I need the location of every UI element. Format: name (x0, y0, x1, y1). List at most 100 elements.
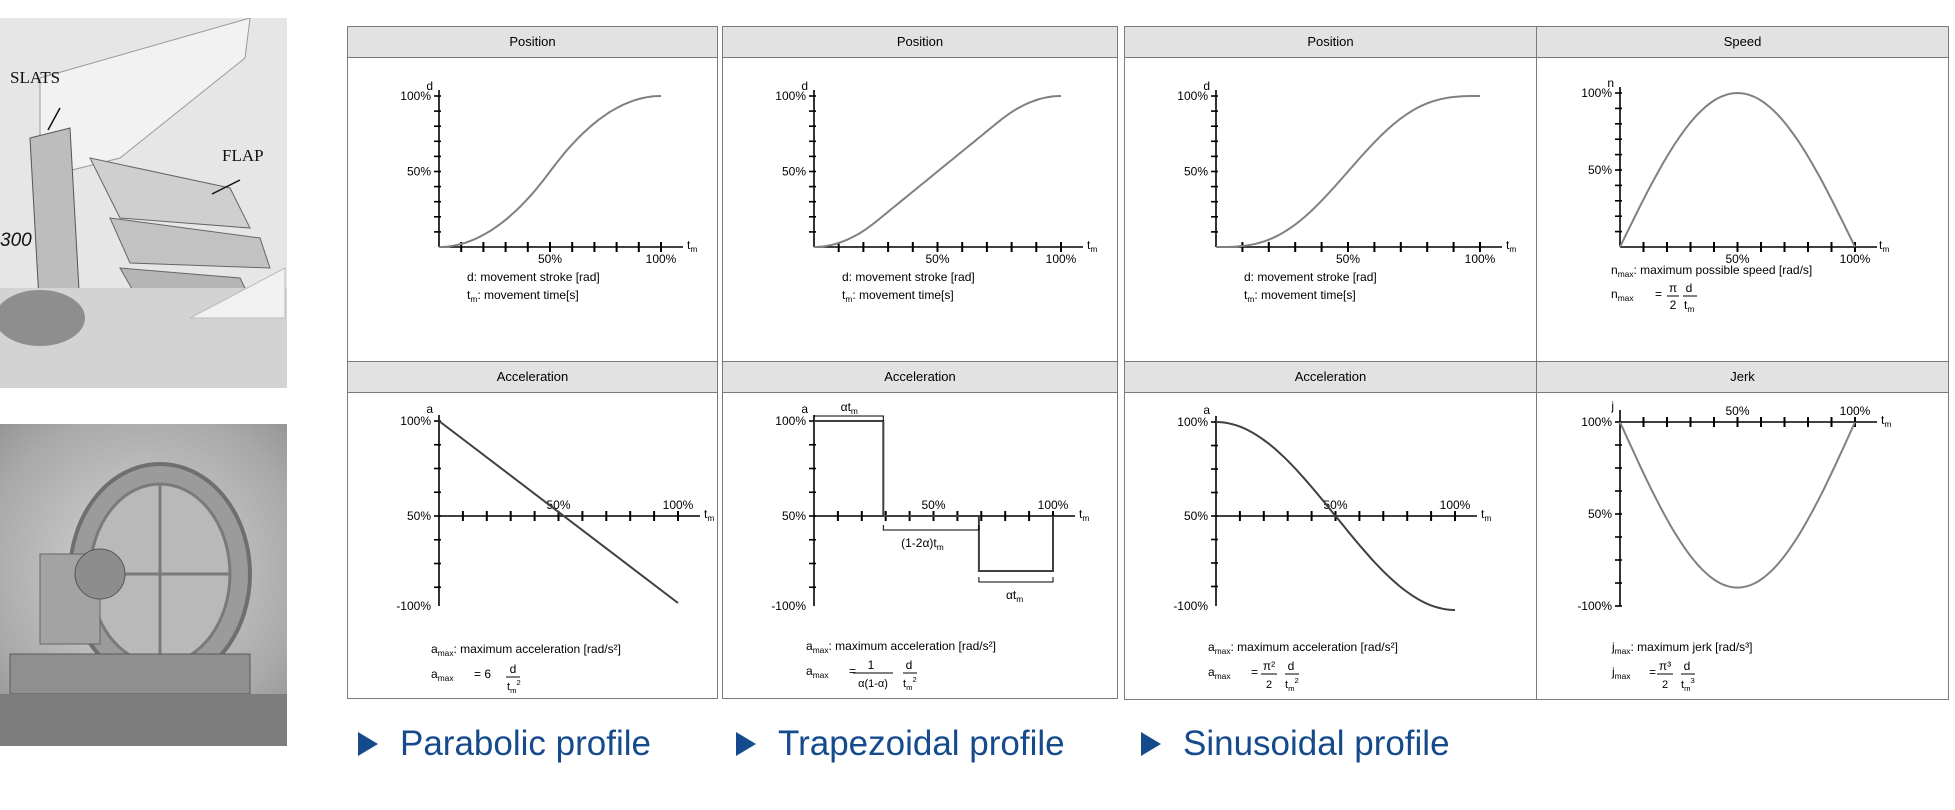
sinusoidal-speed-panel: Speed n 100% 50% 50% 100% tm nmax: maximum pos… (1536, 26, 1949, 363)
formula-num: d (1686, 281, 1693, 295)
legend-note: d: movement stroke [rad] (467, 270, 600, 284)
sinusoidal-position-panel: Position d 100% 50% 50% 100% tm d: movement st… (1124, 26, 1537, 363)
y-axis-label: d (426, 79, 433, 93)
x-tick-label: 50% (925, 252, 949, 266)
formula-num: d (510, 662, 517, 676)
y-axis-label: n (1607, 76, 1614, 90)
brace-label: αtm (841, 400, 858, 416)
acceleration-line (438, 420, 679, 604)
y-tick-label: 50% (782, 165, 806, 179)
formula-num: π² (1263, 659, 1275, 673)
bullet-triangle-icon (1141, 732, 1161, 756)
y-tick-label: 50% (407, 509, 431, 523)
x-tick-label: 100% (663, 498, 694, 512)
legend-note: amax: maximum acceleration [rad/s²] (1208, 640, 1398, 656)
y-tick-label: 50% (782, 509, 806, 523)
formula-num: d (1288, 659, 1295, 673)
formula-lhs: amax (806, 664, 829, 680)
y-axis-label: d (801, 79, 808, 93)
legend-note: tm: movement time[s] (842, 288, 954, 304)
y-tick-label: 100% (1581, 415, 1612, 429)
x-axis-label: tm (1079, 507, 1089, 523)
x-tick-label: 100% (1465, 252, 1496, 266)
speed-curve (1619, 91, 1856, 248)
x-axis-label: tm (1506, 238, 1516, 254)
x-axis-label: tm (1879, 238, 1889, 254)
x-tick-label: 50% (1336, 252, 1360, 266)
y-axis-label: d (1203, 79, 1210, 93)
y-axis-label: a (801, 402, 808, 416)
panel-title: Position (723, 27, 1117, 58)
slats-label: SLATS (10, 68, 61, 87)
y-tick-label: 50% (407, 165, 431, 179)
panel-title: Acceleration (723, 362, 1117, 393)
position-curve (813, 95, 1062, 248)
x-tick-label: 100% (646, 252, 677, 266)
x-tick-label: 50% (921, 498, 945, 512)
brace-top (813, 415, 884, 421)
formula-den: tm2 (903, 675, 917, 692)
y-tick-label: -100% (1577, 599, 1612, 613)
y-tick-label: 100% (775, 414, 806, 428)
formula-num: 1 (868, 658, 875, 672)
bullet-triangle-icon (736, 732, 756, 756)
y-tick-label: 50% (1184, 165, 1208, 179)
legend-note: amax: maximum acceleration [rad/s²] (431, 642, 621, 658)
y-tick-label: 100% (1177, 89, 1208, 103)
caption-text: Parabolic profile (400, 724, 651, 763)
panel-title: Position (1125, 27, 1536, 58)
x-axis-label: tm (1881, 413, 1891, 429)
y-tick-label: 50% (1184, 509, 1208, 523)
formula-eq: = 6 (474, 667, 491, 681)
formula-num: π (1669, 281, 1677, 295)
formula-lhs: nmax (1611, 287, 1634, 303)
formula-den: tm (1684, 298, 1694, 314)
x-axis-label: tm (704, 507, 714, 523)
position-curve (438, 95, 662, 248)
formula-lhs: amax (1208, 665, 1231, 681)
parabolic-acceleration-panel: Acceleration a 100% 50% -100% 50% 100% tm amax:… (347, 361, 718, 699)
caption-text: Sinusoidal profile (1183, 724, 1450, 763)
formula-den: tm2 (507, 678, 521, 695)
sinusoidal-jerk-panel: Jerk j 100% 50% -100% 50% 100% tm jmax: maximum… (1536, 361, 1949, 700)
y-tick-label: 100% (400, 414, 431, 428)
caption-text: Trapezoidal profile (778, 724, 1065, 763)
y-tick-label: 50% (1588, 163, 1612, 177)
formula-den: tm2 (1285, 676, 1299, 693)
formula-num: d (1684, 659, 1691, 673)
trapezoidal-acceleration-panel: Acceleration a 100% 50% -100% 50% 100% tm αtm (1… (722, 361, 1118, 699)
parabolic-position-panel: Position d 100% 50% 50% 100% tm d: movement st… (347, 26, 718, 363)
x-axis-label: tm (1481, 507, 1491, 523)
panel-title: Acceleration (1125, 362, 1536, 393)
trapezoidal-position-panel: Position d 100% 50% 50% 100% tm d: movement st… (722, 26, 1118, 363)
sinusoidal-acceleration-panel: Acceleration a 100% 50% -100% 50% 100% tm amax:… (1124, 361, 1537, 700)
actuator-photo (0, 424, 287, 746)
y-axis-label: a (1203, 403, 1210, 417)
x-axis-label: tm (1087, 238, 1097, 254)
formula-den: 2 (1266, 679, 1272, 691)
y-tick-label: 50% (1588, 507, 1612, 521)
brace-label: (1-2α)tm (901, 536, 944, 552)
wing-flap-photo: SLATS FLAP 300 (0, 18, 287, 388)
formula-den: 2 (1662, 679, 1668, 691)
y-tick-label: 100% (400, 89, 431, 103)
x-tick-label: 100% (1046, 252, 1077, 266)
x-tick-label: 50% (1725, 404, 1749, 418)
formula-eq: = (1649, 665, 1656, 679)
formula-eq: = (1655, 287, 1662, 301)
legend-note: jmax: maximum jerk [rad/s³] (1611, 640, 1753, 656)
wing-flap-illustration (0, 18, 287, 388)
legend-note: tm: movement time[s] (1244, 288, 1356, 304)
y-tick-label: 100% (1177, 415, 1208, 429)
formula-den: tm3 (1681, 676, 1695, 693)
brace-bot (978, 577, 1054, 583)
x-tick-label: 100% (1038, 498, 1069, 512)
formula-eq: = (849, 664, 856, 678)
x-tick-label: 100% (1840, 252, 1871, 266)
panel-title: Position (348, 27, 717, 58)
bullet-triangle-icon (358, 732, 378, 756)
